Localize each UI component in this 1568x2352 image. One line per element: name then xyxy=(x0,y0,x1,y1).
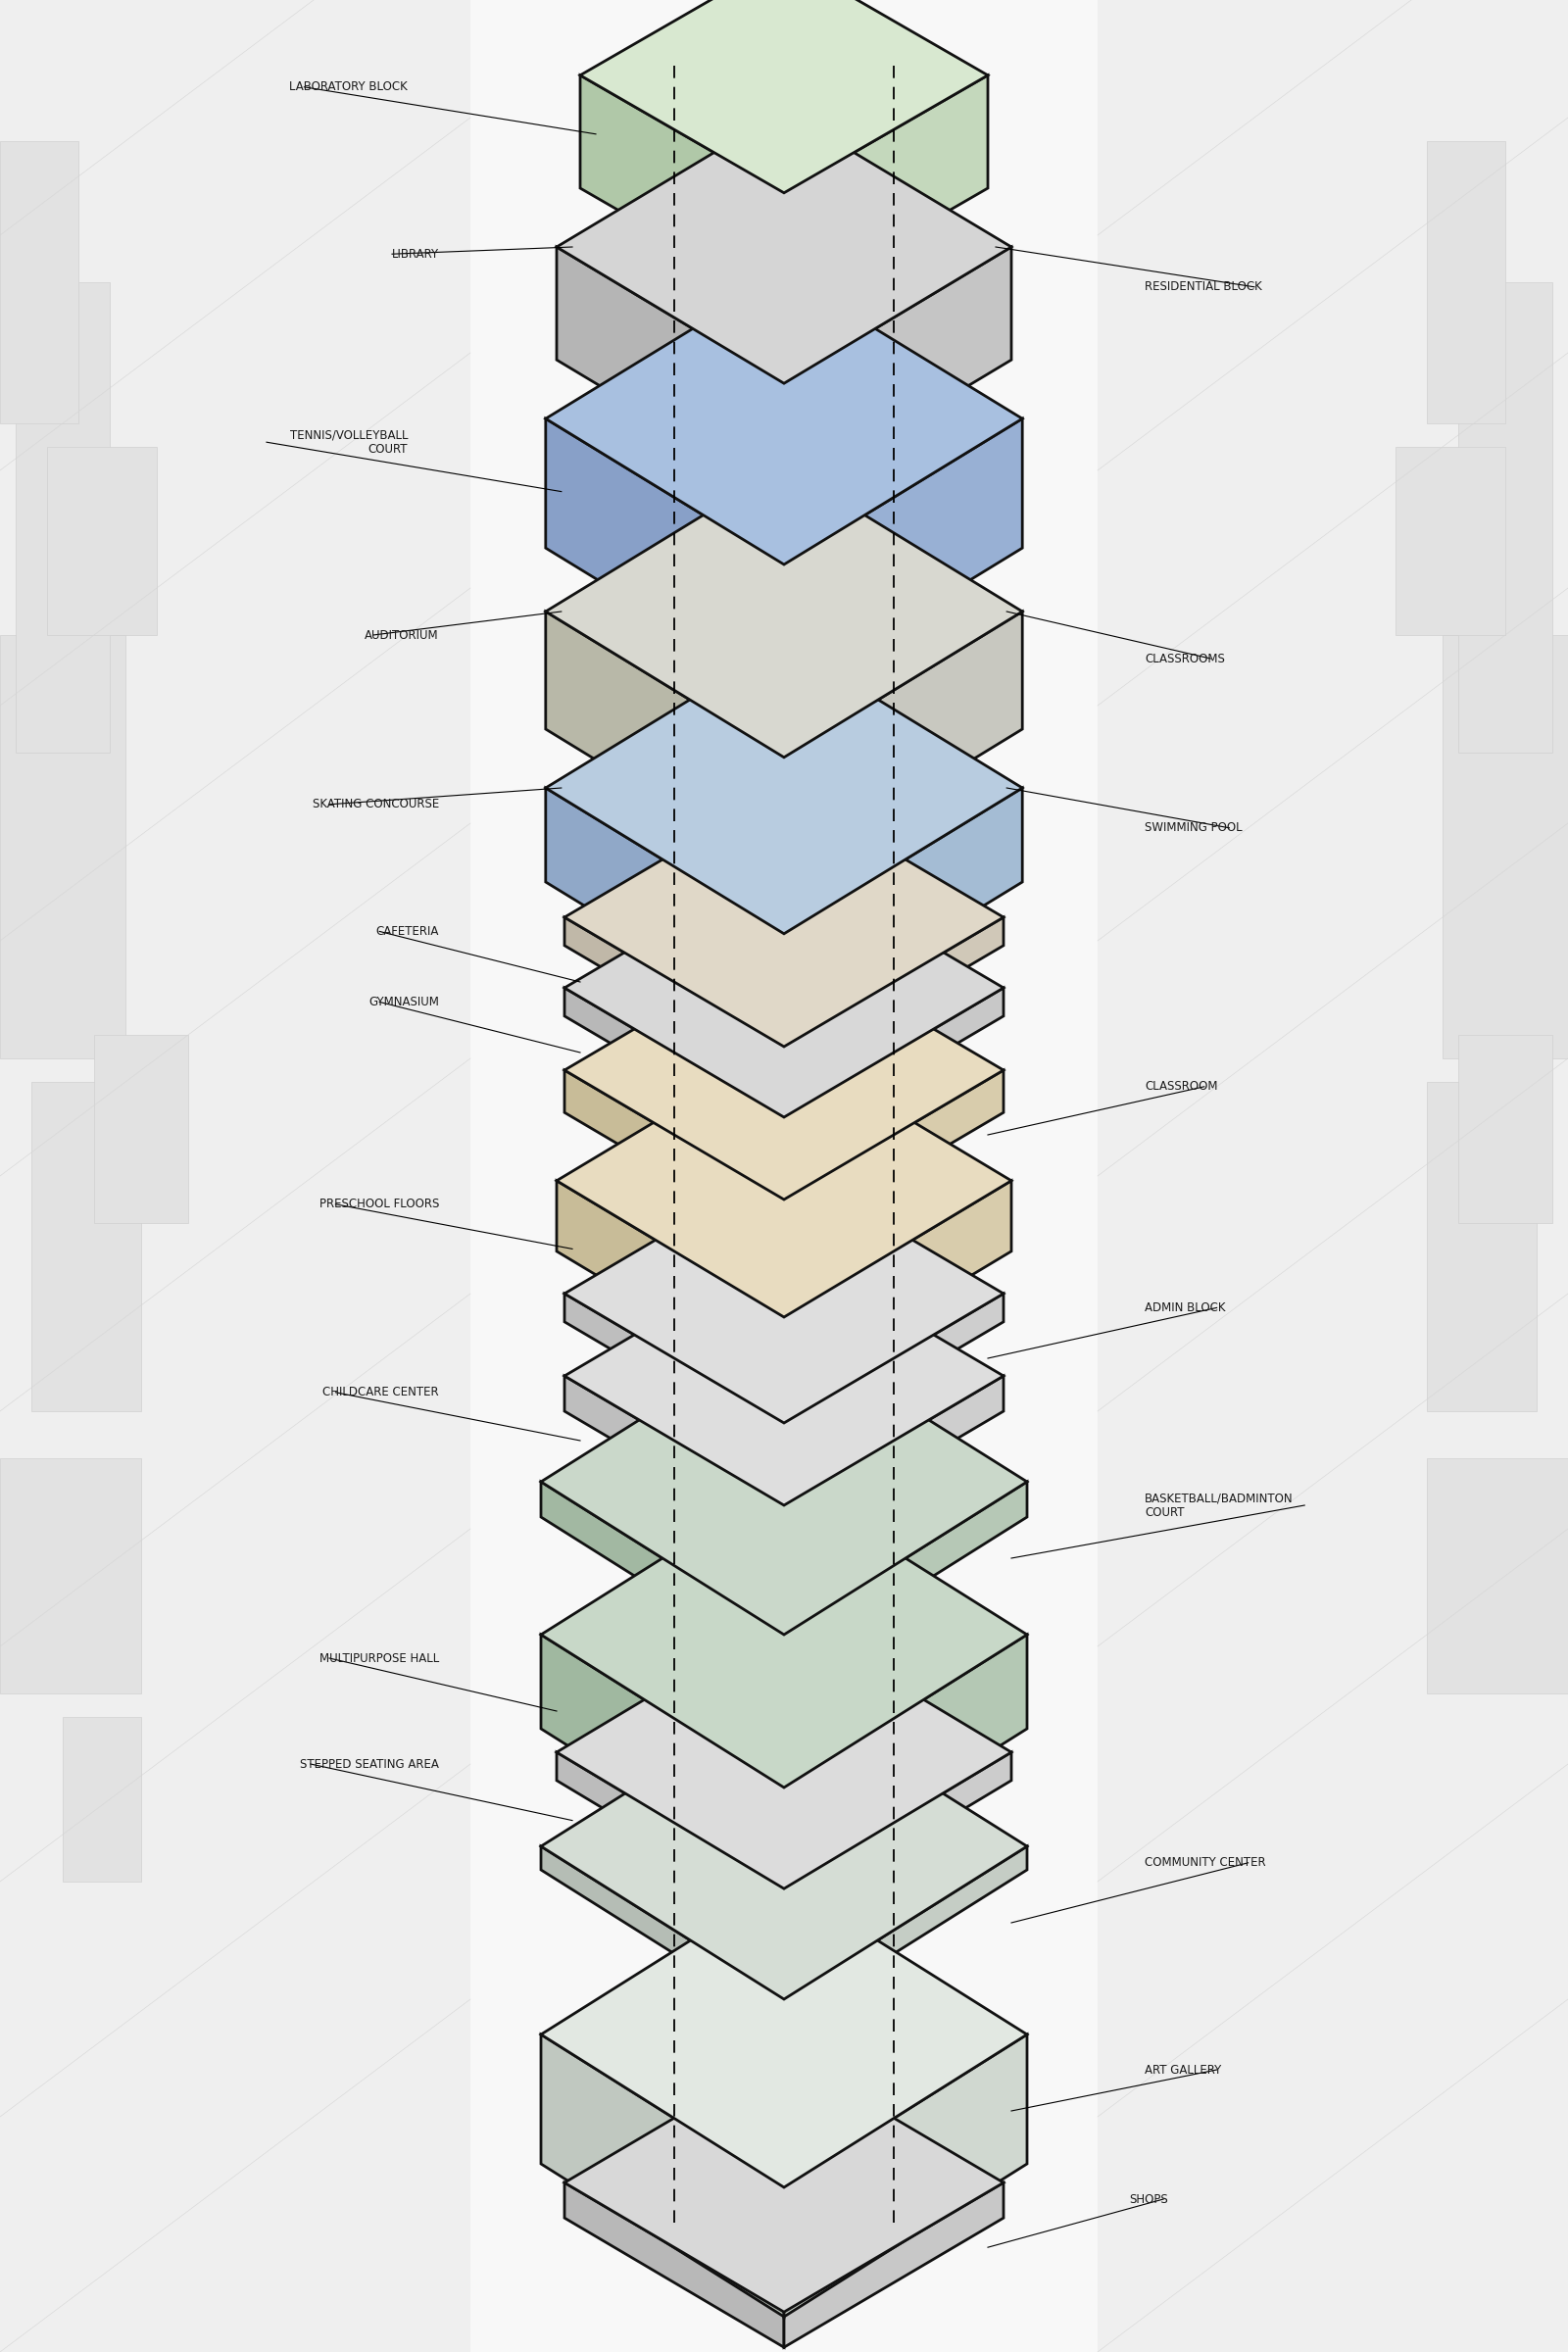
Polygon shape xyxy=(546,419,784,694)
Bar xyxy=(47,447,157,635)
Text: CLASSROOMS: CLASSROOMS xyxy=(1145,652,1225,666)
Polygon shape xyxy=(546,788,784,1028)
Polygon shape xyxy=(546,273,1022,564)
Bar xyxy=(1458,282,1552,753)
Text: CLASSROOM: CLASSROOM xyxy=(1145,1080,1218,1094)
Bar xyxy=(1396,447,1505,635)
Bar xyxy=(1443,635,1568,1058)
Polygon shape xyxy=(541,1482,784,1670)
Polygon shape xyxy=(784,612,1022,875)
Text: PRESCHOOL FLOORS: PRESCHOOL FLOORS xyxy=(320,1197,439,1211)
Polygon shape xyxy=(784,75,988,306)
Polygon shape xyxy=(557,1616,1011,1889)
Text: LIBRARY: LIBRARY xyxy=(392,247,439,261)
Text: ART GALLERY: ART GALLERY xyxy=(1145,2063,1221,2077)
Polygon shape xyxy=(564,2053,1004,2312)
Polygon shape xyxy=(546,466,1022,757)
Text: SKATING CONCOURSE: SKATING CONCOURSE xyxy=(312,797,439,811)
Polygon shape xyxy=(541,1693,1027,1999)
Polygon shape xyxy=(784,1635,1027,1882)
Polygon shape xyxy=(1098,0,1568,2352)
Polygon shape xyxy=(784,2034,1027,2317)
Polygon shape xyxy=(564,1070,784,1242)
Polygon shape xyxy=(564,2183,784,2347)
Polygon shape xyxy=(564,988,784,1145)
Polygon shape xyxy=(784,1294,1004,1451)
Bar xyxy=(31,1082,141,1411)
Polygon shape xyxy=(784,1181,1011,1388)
Polygon shape xyxy=(564,917,784,1075)
Polygon shape xyxy=(546,642,1022,934)
Polygon shape xyxy=(784,1376,1004,1541)
Polygon shape xyxy=(564,1247,1004,1505)
Text: MULTIPURPOSE HALL: MULTIPURPOSE HALL xyxy=(320,1651,439,1665)
Polygon shape xyxy=(557,247,784,496)
Polygon shape xyxy=(564,1294,784,1451)
Text: LABORATORY BLOCK: LABORATORY BLOCK xyxy=(290,80,408,94)
Bar xyxy=(1458,1035,1552,1223)
Polygon shape xyxy=(541,2034,784,2317)
Polygon shape xyxy=(564,1164,1004,1423)
Polygon shape xyxy=(564,941,1004,1200)
Text: CHILDCARE CENTER: CHILDCARE CENTER xyxy=(323,1385,439,1399)
Text: BASKETBALL/BADMINTON
COURT: BASKETBALL/BADMINTON COURT xyxy=(1145,1491,1294,1519)
Polygon shape xyxy=(784,988,1004,1145)
Text: GYMNASIUM: GYMNASIUM xyxy=(368,995,439,1009)
Polygon shape xyxy=(784,2183,1004,2347)
Polygon shape xyxy=(564,788,1004,1047)
Polygon shape xyxy=(564,858,1004,1117)
Bar xyxy=(0,635,125,1058)
Polygon shape xyxy=(784,1482,1027,1670)
Bar xyxy=(94,1035,188,1223)
Polygon shape xyxy=(0,0,470,2352)
Polygon shape xyxy=(557,1752,784,1917)
Text: TENNIS/VOLLEYBALL
COURT: TENNIS/VOLLEYBALL COURT xyxy=(290,428,408,456)
Text: CAFETERIA: CAFETERIA xyxy=(376,924,439,938)
Bar xyxy=(0,141,78,423)
Polygon shape xyxy=(557,111,1011,383)
Text: RESIDENTIAL BLOCK: RESIDENTIAL BLOCK xyxy=(1145,280,1262,294)
Bar xyxy=(63,1717,141,1882)
Polygon shape xyxy=(784,247,1011,496)
Bar xyxy=(1427,1458,1568,1693)
Bar xyxy=(1427,1082,1537,1411)
Polygon shape xyxy=(784,917,1004,1075)
Polygon shape xyxy=(564,1376,784,1541)
Polygon shape xyxy=(557,1044,1011,1317)
Polygon shape xyxy=(557,1181,784,1388)
Polygon shape xyxy=(541,1482,1027,1788)
Polygon shape xyxy=(541,1846,784,2023)
Polygon shape xyxy=(784,788,1022,1028)
Polygon shape xyxy=(784,1070,1004,1242)
Polygon shape xyxy=(580,75,784,306)
Polygon shape xyxy=(784,419,1022,694)
Text: SHOPS: SHOPS xyxy=(1129,2192,1168,2206)
Bar xyxy=(16,282,110,753)
Polygon shape xyxy=(541,1329,1027,1635)
Polygon shape xyxy=(784,1846,1027,2023)
Text: STEPPED SEATING AREA: STEPPED SEATING AREA xyxy=(299,1757,439,1771)
Text: SWIMMING POOL: SWIMMING POOL xyxy=(1145,821,1242,835)
Polygon shape xyxy=(580,0,988,193)
Polygon shape xyxy=(784,1752,1011,1917)
Polygon shape xyxy=(541,1882,1027,2187)
Polygon shape xyxy=(546,612,784,875)
Text: AUDITORIUM: AUDITORIUM xyxy=(365,628,439,642)
Polygon shape xyxy=(541,1635,784,1882)
Text: COMMUNITY CENTER: COMMUNITY CENTER xyxy=(1145,1856,1265,1870)
Bar xyxy=(0,1458,141,1693)
Bar xyxy=(1427,141,1505,423)
Text: ADMIN BLOCK: ADMIN BLOCK xyxy=(1145,1301,1226,1315)
